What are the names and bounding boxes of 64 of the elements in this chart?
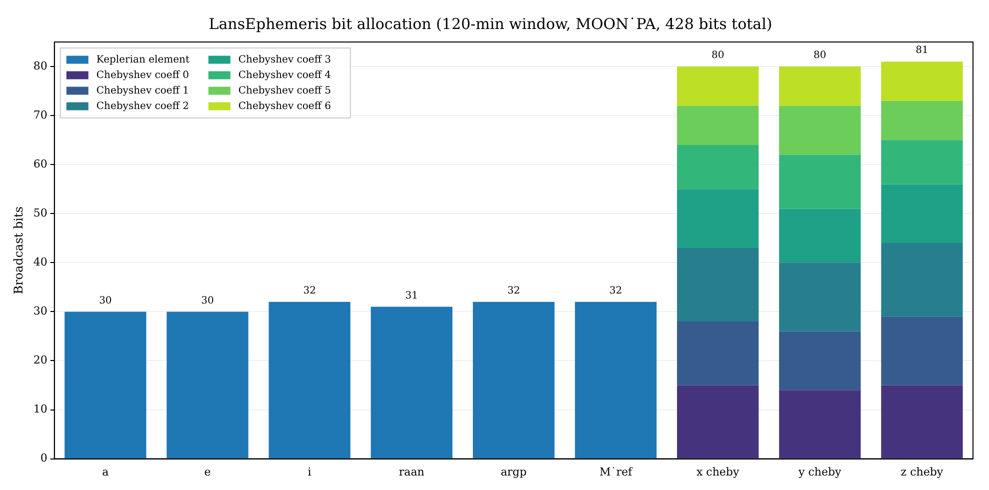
bar (881, 100, 963, 140)
bar (677, 248, 759, 322)
x-tick-label: x cheby (696, 465, 740, 478)
total-label: 30 (201, 295, 214, 306)
bar (268, 302, 350, 458)
bar (64, 312, 146, 458)
total-label: 80 (814, 50, 826, 62)
legend-label: Keplerian element (96, 54, 190, 66)
legend-label: Chebyshev coeff 4 (238, 70, 331, 81)
x-tick-label: raan (398, 465, 424, 478)
x-tick-label: e (204, 465, 211, 478)
bar (779, 106, 861, 155)
bar (677, 189, 759, 248)
x-tick-label: y cheby (798, 465, 842, 478)
bar (472, 302, 555, 458)
bar (779, 154, 861, 209)
y-tick-label: 40 (33, 256, 48, 269)
bar (779, 390, 861, 458)
x-tick-label: z cheby (900, 465, 944, 478)
bar (881, 385, 963, 458)
bar (881, 184, 963, 244)
legend-label: Chebyshev coeff 3 (238, 54, 331, 66)
y-tick-label: 80 (33, 59, 48, 72)
bar (779, 208, 861, 263)
y-tick-label: 30 (33, 304, 48, 318)
y-tick-label: 60 (33, 157, 48, 170)
y-tick-label: 20 (33, 354, 48, 367)
legend-label: Chebyshev coeff 0 (96, 70, 189, 81)
legend-label: Chebyshev coeff 2 (96, 100, 189, 112)
bar (677, 66, 759, 106)
bar (677, 385, 759, 458)
x-tick-label: a (102, 465, 110, 478)
bar (881, 243, 963, 317)
bar (370, 306, 452, 458)
bar (166, 312, 248, 458)
total-label: 30 (99, 295, 112, 306)
bar (779, 66, 861, 106)
chart-title: LansEphemeris bit allocation (120-min window, MOON˙PA, 428 bits total) (208, 14, 772, 33)
total-label: 32 (507, 285, 520, 296)
bar (574, 302, 657, 458)
total-label: 32 (303, 285, 316, 296)
bar (881, 316, 963, 386)
bar (779, 262, 861, 332)
bar (779, 331, 861, 390)
y-axis-title: Broadcast bits (11, 206, 26, 294)
x-tick-label: M˙ref (599, 465, 633, 478)
total-label: 32 (609, 285, 622, 296)
y-tick-label: 50 (33, 206, 48, 220)
bar (881, 140, 963, 184)
legend-label: Chebyshev coeff 5 (238, 85, 331, 96)
y-tick-label: 0 (40, 452, 48, 465)
bar (881, 62, 963, 101)
y-tick-label: 10 (33, 402, 48, 416)
x-tick-label: argp (500, 465, 527, 478)
legend-label: Chebyshev coeff 1 (96, 85, 189, 96)
bar (677, 106, 759, 145)
legend-label: Chebyshev coeff 6 (238, 100, 331, 112)
total-label: 81 (916, 45, 928, 56)
bar (677, 322, 759, 386)
y-tick-label: 70 (33, 108, 48, 122)
total-label: 31 (405, 290, 418, 302)
x-tick-label: i (308, 465, 312, 478)
total-label: 80 (711, 50, 724, 62)
bar (677, 144, 759, 190)
